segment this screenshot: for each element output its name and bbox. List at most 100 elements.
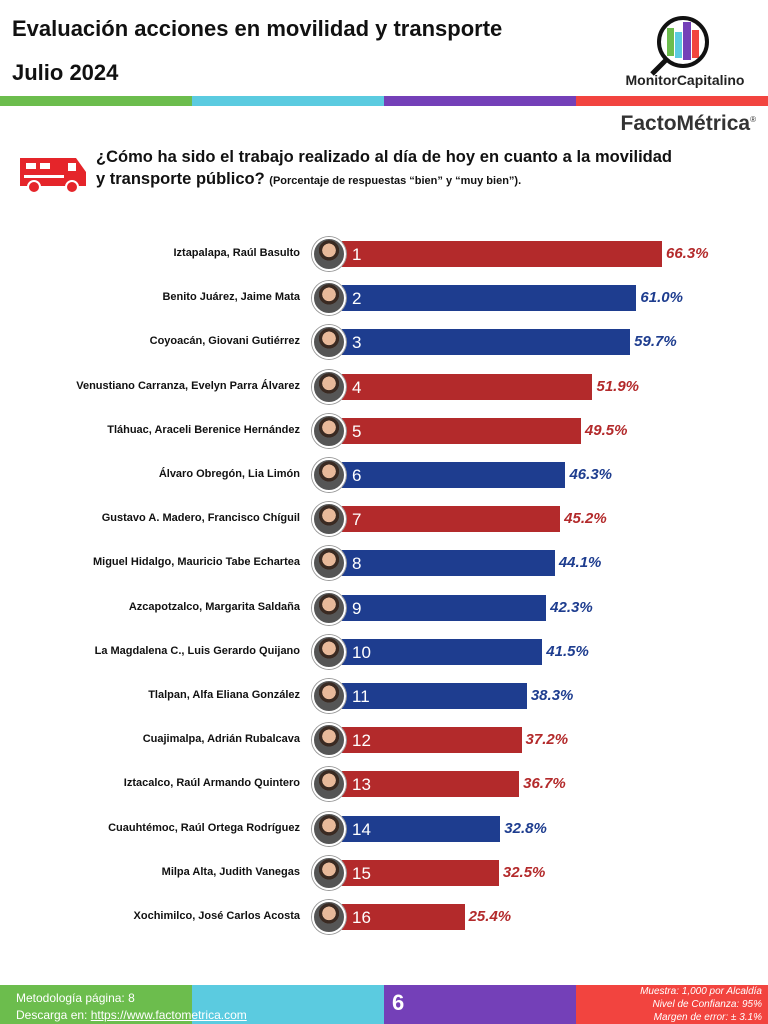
bar-label: Gustavo A. Madero, Francisco Chíguil: [101, 512, 300, 525]
bar: [342, 727, 522, 754]
bar: [342, 241, 662, 267]
value-label: 45.2%: [564, 510, 607, 528]
bar: [342, 285, 637, 312]
value-label: 41.5%: [546, 642, 589, 660]
rank-label: 8: [352, 554, 362, 574]
avatar-photo: [312, 811, 346, 846]
avatar-photo: [312, 458, 346, 492]
bar-label: Venustiano Carranza, Evelyn Parra Álvare…: [76, 379, 300, 392]
bar: [342, 329, 631, 356]
value-label: 37.2%: [525, 731, 569, 749]
avatar-photo: [312, 369, 346, 404]
value-label: 46.3%: [569, 466, 613, 483]
bar-label: Benito Juárez, Jaime Mata: [162, 291, 300, 304]
bar: [342, 417, 581, 444]
avatar-photo: [312, 767, 346, 802]
margin-text: Margen de error: ± 3.1%: [653, 1012, 762, 1023]
avatar-photo: [312, 634, 346, 669]
download-link[interactable]: https://www.factometrica.com: [90, 1008, 247, 1022]
bar-label: Milpa Alta, Judith Vanegas: [161, 865, 300, 878]
rank-label: 4: [352, 377, 362, 397]
footer-cyan: [192, 985, 384, 1024]
factometrica-brand: FactoMétrica®: [620, 112, 756, 135]
avatar-photo: [312, 413, 346, 448]
bar: [342, 506, 561, 533]
bar: [342, 550, 555, 577]
rank-label: 9: [352, 598, 362, 618]
bar-label: Coyoacán, Giovani Gutiérrez: [149, 335, 300, 348]
value-label: 38.3%: [530, 687, 574, 704]
survey-question: ¿Cómo ha sido el trabajo realizado al dí…: [96, 148, 672, 188]
rank-label: 15: [352, 863, 371, 883]
value-label: 42.3%: [550, 598, 593, 616]
avatar-photo: [312, 679, 346, 713]
rank-label: 6: [352, 466, 362, 485]
bar: [342, 771, 520, 798]
bar: [342, 859, 499, 886]
avatar-photo: [312, 590, 346, 625]
methodology-text: Metodología página: 8: [16, 991, 135, 1005]
value-label: 66.3%: [666, 245, 709, 262]
rank-label: 10: [352, 642, 371, 662]
avatar-photo: [312, 900, 346, 934]
bar-label: Álvaro Obregón, Lia Limón: [158, 468, 300, 480]
avatar-photo: [312, 502, 346, 537]
value-label: 44.1%: [558, 554, 602, 572]
magnifier-icon: [650, 16, 709, 76]
rank-label: 13: [352, 775, 371, 795]
value-label: 59.7%: [634, 333, 677, 351]
footer-stats: Muestra: 1,000 por Alcaldía Nivel de Con…: [640, 985, 762, 1024]
footer-red: [576, 985, 768, 1024]
stripe-purple: [384, 96, 576, 106]
value-label: 25.4%: [468, 908, 512, 925]
confidence-text: Nivel de Confianza: 95%: [652, 999, 762, 1010]
footer-methodology: Metodología página: 8 Descarga en: https…: [16, 990, 247, 1024]
bar: [342, 904, 465, 930]
rank-label: 7: [352, 510, 362, 530]
page-number: 6: [392, 990, 405, 1015]
avatar-photo: [312, 855, 346, 890]
bar-label: Iztapalapa, Raúl Basulto: [173, 247, 300, 259]
stripe-green: [0, 96, 192, 106]
bar-label: Tlalpan, Alfa Eliana González: [148, 689, 300, 701]
bar-label: La Magdalena C., Luis Gerardo Quijano: [94, 644, 300, 657]
bar-label: Azcapotzalco, Margarita Saldaña: [128, 600, 300, 613]
bar-label: Cuauhtémoc, Raúl Ortega Rodríguez: [108, 821, 300, 834]
avatar-photo: [312, 546, 346, 581]
stripe-cyan: [192, 96, 384, 106]
value-label: 36.7%: [523, 775, 566, 793]
footer-purple: [384, 985, 576, 1024]
bar: [342, 815, 501, 842]
bar: [342, 683, 527, 709]
bar-label: Cuajimalpa, Adrián Rubalcava: [142, 733, 300, 746]
avatar-photo: [312, 325, 346, 360]
avatar-photo: [312, 281, 346, 316]
bar-label: Iztacalco, Raúl Armando Quintero: [123, 777, 300, 790]
page-title: Evaluación acciones en movilidad y trans…: [12, 16, 503, 41]
avatar-photo: [312, 723, 346, 758]
rank-label: 2: [352, 289, 362, 309]
bus-icon: [20, 158, 86, 194]
value-label: 49.5%: [584, 421, 628, 439]
avatar-photo: [312, 237, 346, 271]
rank-label: 5: [352, 421, 362, 441]
bar-label: Xochimilco, José Carlos Acosta: [133, 910, 300, 922]
rank-label: 11: [352, 687, 370, 706]
footer-green: [0, 985, 192, 1024]
page-date: Julio 2024: [12, 60, 119, 85]
rank-label: 1: [352, 245, 362, 264]
rank-label: 3: [352, 333, 362, 353]
stripe-red: [576, 96, 768, 106]
value-label: 32.8%: [504, 819, 547, 837]
bar: [342, 462, 566, 488]
rank-label: 14: [352, 819, 371, 839]
value-label: 51.9%: [596, 377, 640, 395]
bar-label: Miguel Hidalgo, Mauricio Tabe Echartea: [92, 556, 300, 569]
bar: [342, 594, 547, 621]
sample-text: Muestra: 1,000 por Alcaldía: [640, 986, 762, 997]
bar: [342, 373, 593, 400]
logo-text: MonitorCapitalino: [625, 72, 745, 88]
download-label: Descarga en:: [16, 1008, 88, 1022]
rank-label: 16: [352, 908, 371, 927]
monitor-capitalino-logo: MonitorCapitalino: [610, 6, 760, 96]
